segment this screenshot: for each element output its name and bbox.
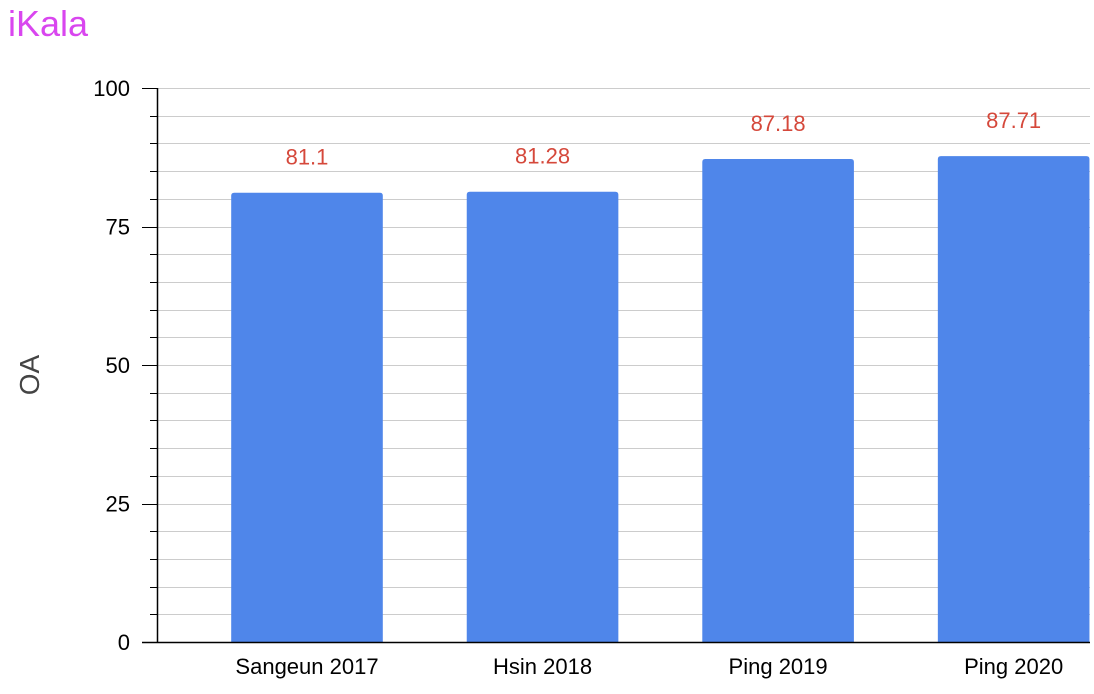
y-tick-label: 0 — [118, 630, 130, 655]
bars — [231, 156, 1090, 642]
data-labels: 81.1 81.28 87.18 87.71 — [286, 108, 1042, 170]
chart-title: iKala — [8, 3, 89, 44]
x-tick-label: Ping 2019 — [729, 654, 828, 679]
bar — [231, 192, 383, 642]
bar — [702, 159, 854, 642]
data-label: 87.71 — [986, 108, 1041, 133]
y-tick-label: 50 — [106, 353, 130, 378]
bar — [937, 156, 1090, 642]
x-tick-label: Ping 2020 — [964, 654, 1063, 679]
y-tick-label: 25 — [106, 492, 130, 517]
y-tick-label: 75 — [106, 215, 130, 240]
data-label: 81.28 — [515, 144, 570, 169]
axes: 0 25 50 75 100 Sangeun 2017 Hsin 2018 Ping 2019… — [93, 76, 1090, 679]
y-tick-label: 100 — [93, 76, 130, 101]
data-label: 87.18 — [751, 111, 806, 136]
x-tick-label: Hsin 2018 — [493, 654, 592, 679]
bar — [466, 191, 619, 642]
x-tick-label: Sangeun 2017 — [235, 654, 378, 679]
data-label: 81.1 — [286, 145, 329, 170]
